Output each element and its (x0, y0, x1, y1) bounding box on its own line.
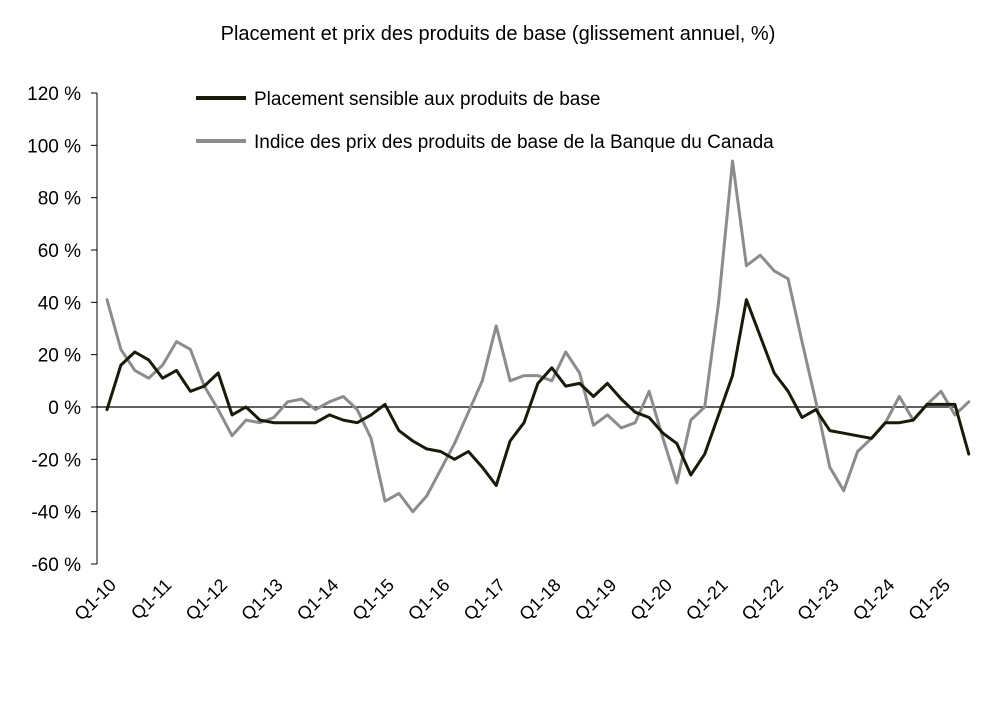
x-tick-label: Q1-12 (182, 575, 232, 625)
x-tick-label: Q1-17 (460, 575, 510, 625)
x-tick-label: Q1-16 (404, 575, 454, 625)
chart-title: Placement et prix des produits de base (… (221, 23, 776, 45)
x-tick-label: Q1-22 (738, 575, 788, 625)
y-tick-label: 100 % (27, 136, 81, 157)
y-tick-label: 60 % (38, 241, 81, 262)
series-line-0 (105, 298, 971, 487)
x-tick-label: Q1-15 (348, 575, 398, 625)
y-tick-label: 80 % (38, 189, 81, 210)
x-tick-label: Q1-24 (849, 575, 899, 625)
x-tick-label: Q1-14 (293, 575, 343, 625)
y-tick-label: -40 % (31, 503, 81, 524)
legend-label-1: Indice des prix des produits de base de … (254, 132, 774, 153)
x-tick-label: Q1-13 (237, 575, 287, 625)
y-tick-label: 20 % (38, 346, 81, 367)
axes: 120 % 100 % 80 % 60 % 40 % 20 % 0 % -20 % -40 % -… (27, 84, 955, 624)
x-tick-label: Q1-19 (571, 575, 621, 625)
series-line-1 (105, 159, 971, 514)
y-tick-label: 0 % (48, 398, 81, 419)
legend: Placement sensible aux produits de base … (196, 89, 774, 153)
y-tick-label: -20 % (31, 450, 81, 471)
x-tick-label: Q1-21 (682, 575, 732, 625)
series-layer (105, 159, 971, 514)
legend-label-0: Placement sensible aux produits de base (254, 89, 600, 110)
x-tick-label: Q1-18 (515, 575, 565, 625)
x-tick-label: Q1-10 (70, 575, 120, 625)
x-tick-label: Q1-23 (793, 575, 843, 625)
y-tick-label: 40 % (38, 293, 81, 314)
x-tick-label: Q1-11 (127, 575, 176, 624)
x-tick-label: Q1-25 (904, 575, 954, 625)
y-tick-label: -60 % (31, 555, 81, 576)
y-tick-label: 120 % (27, 84, 81, 105)
x-tick-label: Q1-20 (626, 575, 676, 625)
